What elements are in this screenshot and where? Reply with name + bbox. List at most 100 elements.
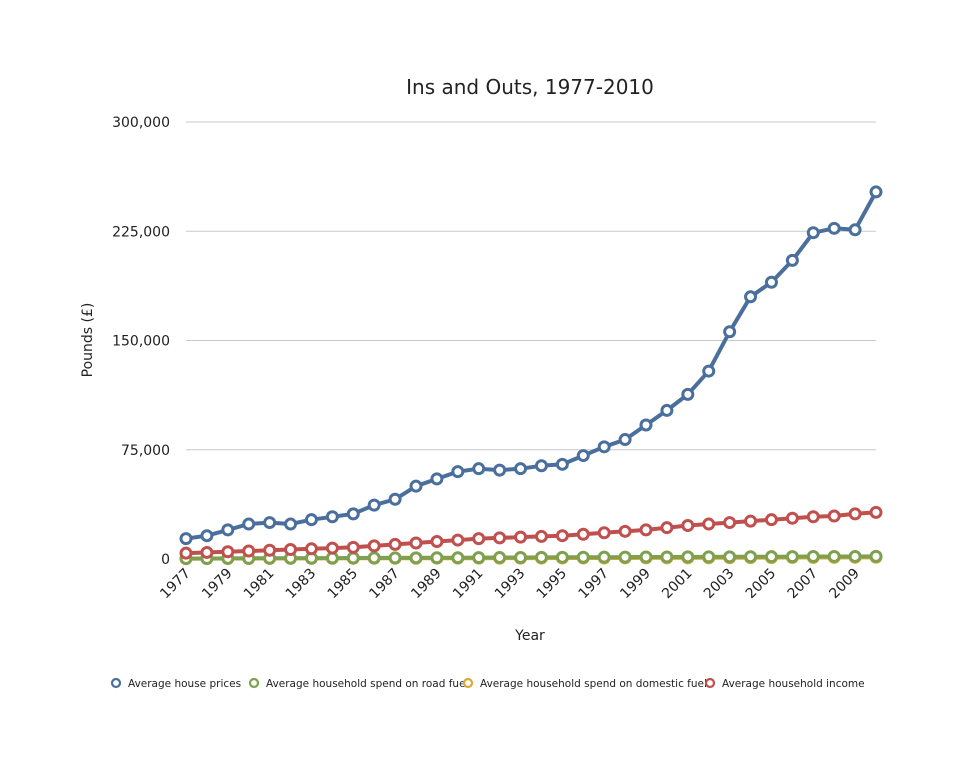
- data-point: [576, 527, 590, 541]
- data-point: [200, 545, 214, 559]
- data-point: [284, 543, 298, 557]
- data-point: [827, 509, 841, 523]
- y-tick-label: 225,000: [112, 224, 170, 240]
- data-point: [514, 462, 528, 476]
- data-point: [848, 223, 862, 237]
- data-point: [806, 510, 820, 524]
- data-point: [576, 449, 590, 463]
- data-point: [597, 550, 611, 564]
- data-point: [764, 550, 778, 564]
- legend: Average house prices Average household sp…: [110, 677, 865, 690]
- data-point: [430, 551, 444, 565]
- x-tick-label: 1997: [575, 566, 612, 603]
- legend-label: Average house prices: [128, 678, 241, 690]
- data-point: [409, 479, 423, 493]
- x-axis-ticks: 1977 1979 1981 1983 1985 1987 1989 1991 1993 1995…: [157, 566, 863, 603]
- data-point: [430, 472, 444, 486]
- data-point: [639, 550, 653, 564]
- data-point: [681, 518, 695, 532]
- data-point: [325, 541, 339, 555]
- legend-label: Average household spend on domestic fuel: [480, 678, 707, 690]
- gridlines: [186, 121, 876, 560]
- x-axis-title: Year: [514, 628, 545, 644]
- data-point: [576, 550, 590, 564]
- series-0: [179, 185, 883, 546]
- legend-marker: [704, 677, 716, 689]
- x-tick-label: 1999: [617, 566, 654, 603]
- data-point: [702, 550, 716, 564]
- x-tick-label: 1983: [283, 566, 320, 603]
- data-point: [346, 507, 360, 521]
- chart-title: Ins and Outs, 1977-2010: [406, 75, 654, 99]
- legend-item: Average house prices: [110, 677, 241, 690]
- data-point: [493, 551, 507, 565]
- data-point: [660, 403, 674, 417]
- data-point: [555, 550, 569, 564]
- x-tick-label: 1977: [157, 566, 194, 603]
- data-point: [848, 507, 862, 521]
- legend-marker: [248, 677, 260, 689]
- data-point: [785, 550, 799, 564]
- data-point: [472, 551, 486, 565]
- data-point: [221, 545, 235, 559]
- x-tick-label: 2003: [701, 566, 738, 603]
- data-point: [806, 226, 820, 240]
- data-point: [514, 550, 528, 564]
- y-tick-label: 75,000: [121, 443, 170, 459]
- data-point: [200, 529, 214, 543]
- data-point: [723, 325, 737, 339]
- series-layer: [179, 185, 883, 566]
- x-tick-label: 2009: [826, 566, 863, 603]
- data-point: [514, 530, 528, 544]
- data-point: [242, 517, 256, 531]
- data-point: [367, 498, 381, 512]
- data-point: [723, 516, 737, 530]
- data-point: [472, 462, 486, 476]
- x-tick-label: 1985: [325, 566, 362, 603]
- data-point: [367, 539, 381, 553]
- data-point: [221, 523, 235, 537]
- data-point: [869, 505, 883, 519]
- y-axis-title: Pounds (£): [80, 303, 96, 378]
- data-point: [304, 513, 318, 527]
- data-point: [451, 533, 465, 547]
- legend-label: Average household spend on road fuel: [266, 678, 468, 690]
- data-point: [869, 549, 883, 563]
- data-point: [263, 543, 277, 557]
- data-point: [744, 514, 758, 528]
- data-point: [388, 492, 402, 506]
- y-tick-label: 150,000: [112, 334, 170, 350]
- data-point: [179, 546, 193, 560]
- data-point: [785, 253, 799, 267]
- series-line: [185, 554, 877, 561]
- data-point: [785, 511, 799, 525]
- data-point: [660, 521, 674, 535]
- data-point: [451, 551, 465, 565]
- data-point: [284, 517, 298, 531]
- data-point: [304, 542, 318, 556]
- data-point: [430, 535, 444, 549]
- data-point: [472, 532, 486, 546]
- legend-marker: [462, 677, 474, 689]
- x-tick-label: 1989: [408, 566, 445, 603]
- series-1: [179, 549, 883, 566]
- x-tick-label: 1981: [241, 566, 278, 603]
- y-tick-label: 300,000: [112, 115, 170, 131]
- data-point: [263, 516, 277, 530]
- data-point: [618, 433, 632, 447]
- data-point: [242, 544, 256, 558]
- legend-marker: [110, 677, 122, 689]
- data-point: [827, 221, 841, 235]
- data-point: [493, 463, 507, 477]
- x-tick-label: 1987: [366, 566, 403, 603]
- series-line: [185, 510, 877, 556]
- x-tick-label: 2001: [659, 566, 696, 603]
- data-point: [660, 550, 674, 564]
- legend-item: Average household income: [704, 677, 865, 690]
- data-point: [388, 537, 402, 551]
- x-tick-label: 1991: [450, 566, 487, 603]
- data-point: [639, 418, 653, 432]
- data-point: [618, 524, 632, 538]
- data-point: [618, 550, 632, 564]
